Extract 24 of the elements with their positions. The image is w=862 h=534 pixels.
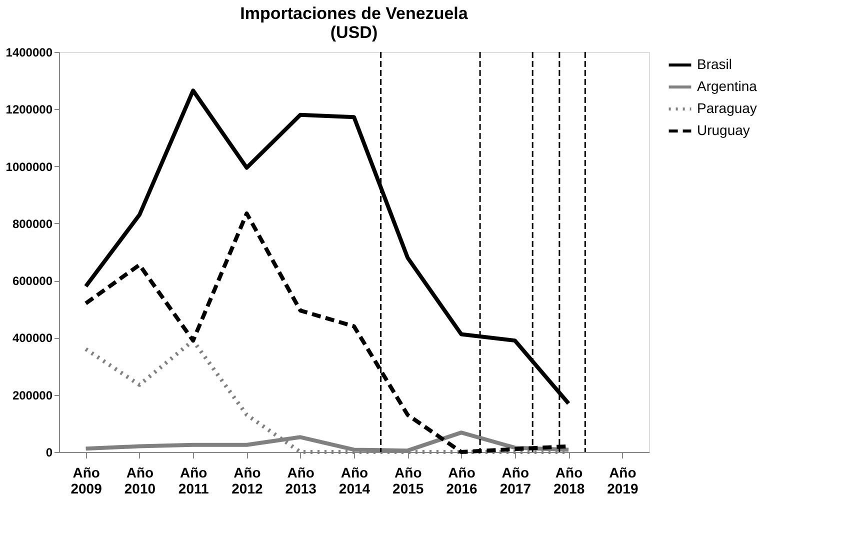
legend-label: Uruguay <box>697 122 750 138</box>
y-tick-label: 400000 <box>12 331 53 346</box>
x-tick-label: Año 2019 <box>607 464 638 496</box>
x-tick-label: Año 2017 <box>500 464 532 496</box>
x-tick-label: Año 2011 <box>178 464 209 496</box>
x-tick-label: Año 2012 <box>232 464 264 496</box>
y-tick-label: 600000 <box>12 274 53 288</box>
x-tick-label: Año 2009 <box>70 464 102 496</box>
x-tick-label: Año 2010 <box>124 464 156 496</box>
y-tick-label: 200000 <box>12 388 53 402</box>
y-tick-label: 800000 <box>12 216 53 231</box>
x-tick-label: Año 2016 <box>446 464 478 496</box>
legend-label: Argentina <box>697 78 758 94</box>
x-tick-label: Año 2018 <box>553 464 585 496</box>
y-tick-label: 1200000 <box>6 102 53 117</box>
legend-label: Brasil <box>697 56 732 72</box>
legend-label: Paraguay <box>697 100 757 116</box>
x-tick-label: Año 2015 <box>392 464 424 496</box>
x-tick-label: Año 2013 <box>285 464 317 496</box>
x-tick-label: Año 2014 <box>338 464 370 496</box>
y-tick-label: 0 <box>46 446 53 460</box>
chart-title: Importaciones de Venezuela (USD) <box>240 4 468 42</box>
y-tick-label: 1400000 <box>6 46 53 60</box>
y-tick-label: 1000000 <box>6 160 53 174</box>
